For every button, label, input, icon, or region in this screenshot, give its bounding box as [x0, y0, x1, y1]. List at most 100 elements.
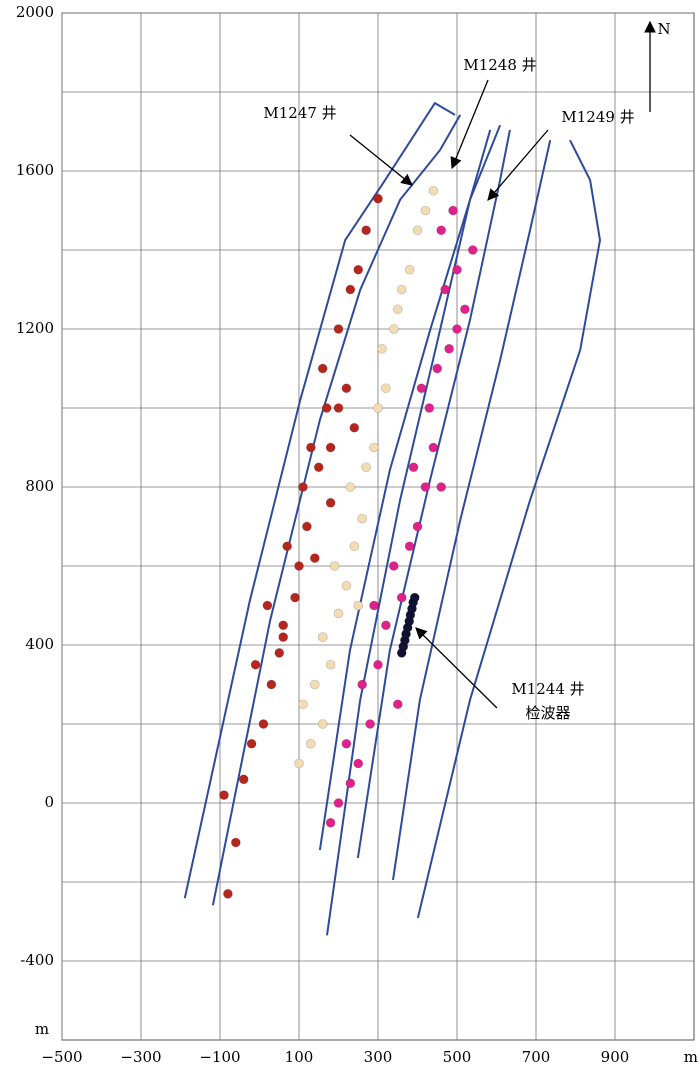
grid [61, 12, 694, 1040]
well-trajectory [416, 139, 602, 919]
y-unit: m [35, 1020, 49, 1038]
event-point [373, 193, 383, 204]
event-point [452, 324, 462, 334]
event-point [333, 324, 344, 334]
annotation: M1247 井 [263, 104, 336, 122]
annotation: M1248 井 [463, 56, 536, 74]
event-point [250, 659, 261, 670]
event-point [219, 790, 229, 800]
event-point [333, 798, 344, 808]
event-point [298, 482, 308, 492]
event-point [345, 284, 356, 295]
event-point [357, 513, 368, 524]
event-point [388, 561, 399, 571]
marks [183, 101, 602, 936]
event-point [361, 462, 371, 473]
well-trajectory [183, 101, 456, 899]
event-point [325, 442, 336, 453]
event-point [306, 738, 316, 749]
event-point [369, 600, 379, 611]
arrow [487, 129, 549, 201]
event-point [373, 403, 383, 413]
event-point [274, 648, 285, 658]
event-point [452, 264, 462, 275]
event-point [309, 553, 320, 563]
event-point [333, 608, 344, 619]
well-trajectory [356, 129, 511, 859]
event-point [460, 304, 470, 315]
event-point [396, 592, 407, 603]
event-point [341, 383, 352, 394]
event-point [282, 541, 292, 552]
event-point [266, 679, 277, 690]
well-trajectory [211, 114, 462, 906]
event-point [381, 620, 391, 631]
y-tick-label: 1200 [16, 319, 54, 337]
x-tick-label: 300 [364, 1048, 393, 1066]
x-tick-label: 500 [443, 1048, 472, 1066]
event-point [302, 521, 312, 532]
x-tick-label: 900 [601, 1048, 630, 1066]
event-point [392, 699, 403, 710]
event-point [412, 225, 423, 236]
arrow [349, 134, 413, 186]
y-tick-label: 1600 [16, 161, 54, 179]
event-point [317, 632, 328, 642]
y-tick-label: 800 [25, 477, 54, 495]
event-point [404, 264, 415, 275]
event-point [278, 620, 289, 631]
event-point [467, 245, 478, 255]
event-point [278, 632, 289, 642]
event-point [420, 205, 431, 216]
event-point [420, 482, 431, 492]
event-point [444, 343, 454, 354]
y-tick-label: 2000 [16, 3, 54, 21]
event-point [392, 304, 403, 315]
arrow [415, 627, 498, 709]
north-label: N [657, 20, 670, 38]
well-trajectory [326, 129, 492, 936]
event-point [345, 482, 356, 492]
event-point [341, 580, 352, 591]
event-point [377, 343, 387, 354]
event-point [317, 719, 328, 729]
event-point [349, 422, 360, 433]
event-point [246, 738, 257, 749]
event-point [440, 284, 450, 295]
event-point [333, 403, 344, 413]
event-point [298, 699, 308, 710]
event-point [317, 363, 328, 374]
event-point [369, 442, 379, 453]
event-point [223, 889, 233, 899]
event-point [381, 383, 391, 394]
well-trajectory [392, 139, 552, 881]
event-point [306, 442, 316, 453]
event-point [365, 719, 375, 729]
event-point [361, 225, 371, 236]
y-tick-label: 0 [44, 793, 54, 811]
event-point [428, 185, 439, 196]
event-point [412, 521, 423, 532]
event-point [353, 600, 364, 611]
event-point [290, 592, 300, 603]
event-point [325, 817, 336, 828]
x-tick-label: −100 [199, 1048, 240, 1066]
event-point [258, 719, 269, 729]
x-tick-label: −300 [120, 1048, 161, 1066]
event-point [373, 659, 383, 670]
event-point [231, 837, 241, 848]
event-point [353, 264, 364, 275]
arrow [450, 79, 489, 170]
x-tick-label: 100 [285, 1048, 314, 1066]
event-point [409, 592, 420, 603]
event-point [448, 205, 458, 216]
event-point [357, 679, 368, 690]
event-point [404, 541, 415, 552]
event-point [408, 462, 419, 473]
x-tick-label: −500 [41, 1048, 82, 1066]
event-point [432, 363, 443, 374]
event-point [321, 403, 332, 413]
well-trajectory [318, 124, 502, 851]
event-point [428, 442, 439, 453]
